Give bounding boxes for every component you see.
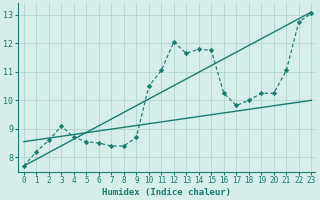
X-axis label: Humidex (Indice chaleur): Humidex (Indice chaleur) [102, 188, 231, 197]
